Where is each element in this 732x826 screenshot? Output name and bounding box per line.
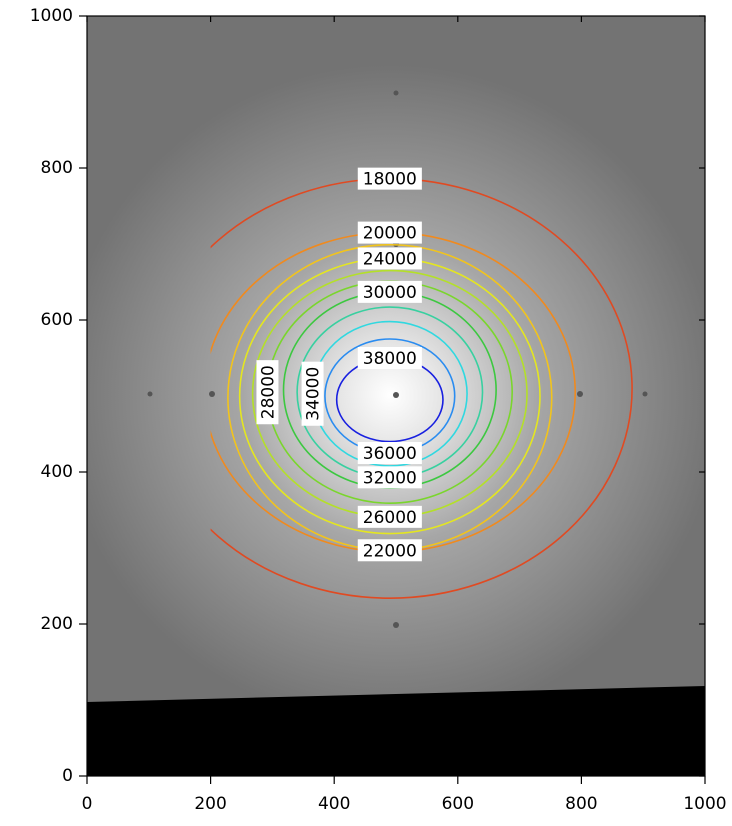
contour-label-text: 38000 [363,349,417,369]
contour-label: 38000 [357,347,422,369]
label-box [357,466,422,489]
x-tick-label: 1000 [683,794,726,814]
contour-label-text: 24000 [363,249,417,269]
plot-frame [86,15,706,777]
label-box [357,442,422,464]
contour-labels: 18000 20000 22000 24000 26000 28000 30000 32000… [256,167,422,562]
label-box [357,247,422,270]
y-tick-label: 800 [41,158,73,178]
axes: 0 200 400 600 800 1000 0 200 400 600 800 1000 [30,6,727,814]
contour-label-text: 28000 [258,365,278,419]
x-tick-label: 800 [565,794,597,814]
label-box [256,360,279,425]
contour-label: 18000 [357,167,422,190]
label-box [357,347,422,369]
label-box [357,505,422,528]
contour-label: 28000 [256,360,279,425]
label-box [357,539,422,562]
y-tick-label: 600 [41,310,73,330]
y-tick-label: 200 [41,614,73,634]
contour-label-text: 18000 [363,170,417,190]
x-tick-label: 400 [318,794,350,814]
contour-label-text: 32000 [363,468,417,488]
contour-label-text: 22000 [363,541,417,561]
contour-label: 26000 [357,505,422,528]
contour-label: 34000 [301,361,324,426]
y-tick-label: 0 [62,766,73,786]
contour-label-text: 26000 [363,508,417,528]
x-tick-label: 600 [442,794,474,814]
contour-label: 24000 [357,247,422,270]
label-box [301,361,324,426]
contour-label-text: 34000 [304,367,324,421]
x-tick-label: 0 [82,794,93,814]
contour-label: 20000 [357,221,422,244]
y-tick-label: 1000 [30,6,73,26]
contour-label: 36000 [357,442,422,464]
image [87,16,705,776]
label-box [357,221,422,244]
contour-label: 30000 [357,280,422,303]
y-tick-label: 400 [41,462,73,482]
contour-label-text: 20000 [363,224,417,244]
contour-label-text: 30000 [363,283,417,303]
label-box [357,167,422,190]
contour-label: 22000 [357,539,422,562]
contour-label-text: 36000 [363,444,417,464]
label-box [357,280,422,303]
x-tick-label: 200 [194,794,226,814]
contour-label: 32000 [357,466,422,489]
shadow-region [87,686,705,776]
